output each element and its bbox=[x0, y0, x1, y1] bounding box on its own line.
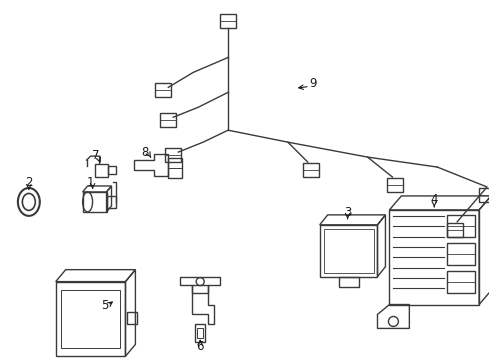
Bar bbox=[303, 163, 318, 177]
Bar bbox=[107, 166, 117, 174]
Bar bbox=[197, 328, 203, 338]
Bar bbox=[106, 196, 117, 208]
Bar bbox=[324, 229, 373, 273]
Text: 3: 3 bbox=[344, 206, 351, 219]
Text: 6: 6 bbox=[196, 340, 204, 353]
Text: 9: 9 bbox=[309, 77, 317, 90]
Text: 4: 4 bbox=[431, 193, 438, 206]
Bar bbox=[155, 84, 172, 97]
Bar bbox=[168, 158, 182, 178]
Text: 7: 7 bbox=[92, 149, 99, 162]
Bar bbox=[447, 271, 475, 293]
Bar bbox=[339, 276, 359, 287]
Bar bbox=[447, 223, 463, 237]
Bar bbox=[479, 188, 490, 202]
Bar bbox=[447, 215, 475, 237]
Bar bbox=[165, 148, 181, 162]
Bar bbox=[220, 14, 236, 28]
Bar bbox=[127, 312, 137, 324]
Bar bbox=[195, 324, 205, 342]
Bar bbox=[95, 164, 107, 177]
Text: 1: 1 bbox=[87, 176, 95, 189]
Bar bbox=[61, 289, 121, 348]
Text: 5: 5 bbox=[101, 299, 108, 312]
Bar bbox=[447, 243, 475, 265]
Bar bbox=[160, 113, 176, 127]
Text: 2: 2 bbox=[25, 176, 33, 189]
Text: 8: 8 bbox=[142, 145, 149, 159]
Bar bbox=[388, 178, 403, 192]
